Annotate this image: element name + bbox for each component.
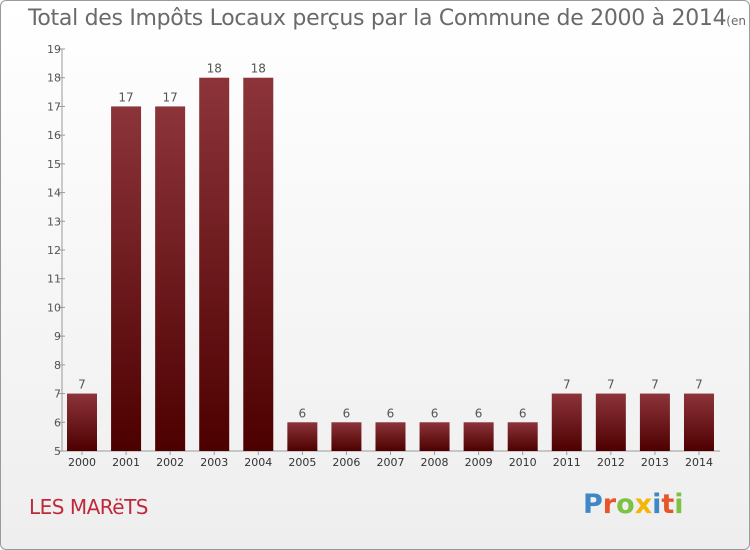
- x-tick-label: 2002: [156, 456, 184, 469]
- brand-letter: x: [634, 489, 653, 520]
- bar-value-label: 6: [519, 406, 527, 420]
- y-tick-label: 6: [54, 416, 61, 429]
- bar: [463, 422, 494, 451]
- bar: [243, 77, 274, 451]
- x-tick-label: 2014: [685, 456, 713, 469]
- x-tick-label: 2000: [68, 456, 96, 469]
- bar: [375, 422, 406, 451]
- bar-value-label: 6: [299, 406, 307, 420]
- y-tick-label: 13: [47, 215, 61, 228]
- brand-letter: P: [583, 489, 603, 520]
- bar: [683, 393, 714, 451]
- y-tick-label: 9: [54, 330, 61, 343]
- y-tick-label: 11: [47, 273, 61, 286]
- x-tick-label: 2003: [200, 456, 228, 469]
- chart-title: Total des Impôts Locaux perçus par la Co…: [28, 6, 749, 31]
- y-tick-label: 14: [47, 187, 61, 200]
- x-tick-label: 2009: [465, 456, 493, 469]
- y-tick-label: 18: [47, 72, 61, 85]
- bar: [199, 77, 230, 451]
- y-tick-label: 10: [47, 301, 61, 314]
- brand-letter: o: [616, 489, 635, 520]
- brand-letter: r: [602, 489, 617, 520]
- bar-value-label: 7: [651, 378, 659, 392]
- chart-title-text: Total des Impôts Locaux perçus par la Co…: [28, 6, 727, 31]
- proxiti-logo: Proxiti: [583, 489, 684, 520]
- bar: [595, 393, 626, 451]
- bar: [419, 422, 450, 451]
- bar: [331, 422, 362, 451]
- y-tick-label: 15: [47, 158, 61, 171]
- x-tick-label: 2012: [597, 456, 625, 469]
- y-tick-label: 16: [47, 129, 61, 142]
- bar: [287, 422, 318, 451]
- x-tick-label: 2006: [332, 456, 360, 469]
- x-tick-label: 2004: [244, 456, 272, 469]
- bar-value-label: 18: [207, 62, 222, 76]
- y-tick-label: 19: [47, 43, 61, 56]
- x-tick-label: 2010: [509, 456, 537, 469]
- bar-value-label: 7: [695, 378, 703, 392]
- x-tick-label: 2005: [288, 456, 316, 469]
- bar-value-label: 6: [343, 406, 351, 420]
- x-tick-label: 2007: [376, 456, 404, 469]
- brand-letter: i: [674, 489, 684, 520]
- commune-name: LES MARëTS: [29, 495, 148, 519]
- y-tick-label: 5: [54, 445, 61, 458]
- brand-letter: i: [652, 489, 662, 520]
- bar-value-label: 7: [607, 378, 615, 392]
- bar-value-label: 7: [78, 378, 86, 392]
- y-tick-label: 17: [47, 100, 61, 113]
- y-tick-label: 8: [54, 359, 61, 372]
- bar: [155, 106, 186, 451]
- x-tick-label: 2001: [112, 456, 140, 469]
- chart-title-unit: (en milliers d'€): [726, 14, 749, 28]
- x-tick-label: 2013: [641, 456, 669, 469]
- bar-value-label: 6: [475, 406, 483, 420]
- x-tick-label: 2011: [553, 456, 581, 469]
- bar: [507, 422, 538, 451]
- bar: [111, 106, 142, 451]
- bar-value-label: 17: [162, 90, 177, 104]
- bar-value-label: 6: [387, 406, 395, 420]
- bar: [639, 393, 670, 451]
- y-tick-label: 12: [47, 244, 61, 257]
- bar-value-label: 17: [118, 90, 133, 104]
- bar-value-label: 6: [431, 406, 439, 420]
- y-tick-label: 7: [54, 388, 61, 401]
- bar: [551, 393, 582, 451]
- bar-value-label: 18: [251, 62, 266, 76]
- brand-letter: t: [661, 489, 675, 520]
- bar-value-label: 7: [563, 378, 571, 392]
- bar: [67, 393, 97, 451]
- x-tick-label: 2008: [421, 456, 449, 469]
